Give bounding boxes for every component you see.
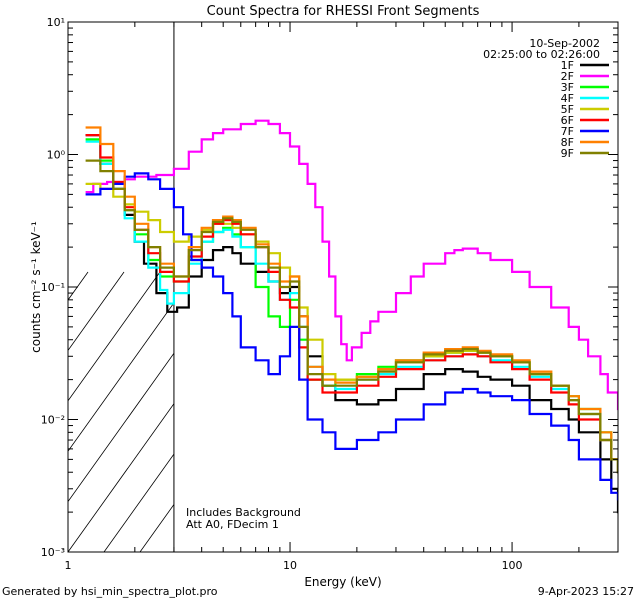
- y-tick-label: 10⁻³: [41, 546, 65, 559]
- axis-tick-labels: 1 10 100 10⁻³ 10⁻² 10⁻¹ 10⁰ 10¹: [41, 16, 523, 572]
- hatch-line: [0, 272, 16, 552]
- legend-label-3F: 3F: [561, 81, 574, 94]
- footer-generated-by: Generated by hsi_min_spectra_plot.pro: [2, 585, 218, 598]
- footer-date: 9-Apr-2023 15:27: [538, 585, 634, 598]
- chart-title: Count Spectra for RHESSI Front Segments: [207, 4, 480, 19]
- legend-label-5F: 5F: [561, 103, 574, 116]
- annotation-attenuator: Att A0, FDecim 1: [186, 518, 279, 531]
- x-axis-label: Energy (keV): [304, 575, 381, 589]
- y-tick-label: 10⁻¹: [41, 281, 65, 294]
- hatch-line: [68, 271, 161, 402]
- y-tick-label: 10⁰: [47, 149, 66, 162]
- legend-label-1F: 1F: [561, 59, 574, 72]
- hatch-line: [0, 272, 52, 552]
- hatch-line: [68, 271, 197, 452]
- y-axis-label: counts cm⁻² s⁻¹ keV⁻¹: [29, 221, 43, 353]
- x-tick-label: 1: [65, 559, 72, 572]
- x-tick-label: 10: [283, 559, 297, 572]
- legend-date: 10-Sep-2002: [529, 37, 600, 50]
- y-tick-label: 10⁻²: [41, 414, 65, 427]
- series-line-2F: [85, 119, 618, 411]
- legend-label-2F: 2F: [561, 70, 574, 83]
- series-lines: [85, 119, 618, 514]
- y-tick-label: 10¹: [47, 16, 65, 29]
- hatch-line: [68, 271, 125, 352]
- legend-label-9F: 9F: [561, 147, 574, 160]
- annotation-background: Includes Background: [186, 506, 301, 519]
- axis-ticks: [67, 21, 619, 553]
- legend-label-6F: 6F: [561, 114, 574, 127]
- series-line-7F: [85, 172, 618, 501]
- legend-label-8F: 8F: [561, 136, 574, 149]
- hatch-line: [68, 271, 89, 301]
- x-tick-label: 100: [502, 559, 523, 572]
- legend-label-4F: 4F: [561, 92, 574, 105]
- legend-time-range: 02:25:00 to 02:26:00: [483, 48, 600, 61]
- legend-label-7F: 7F: [561, 125, 574, 138]
- series-line-9F: [85, 159, 618, 474]
